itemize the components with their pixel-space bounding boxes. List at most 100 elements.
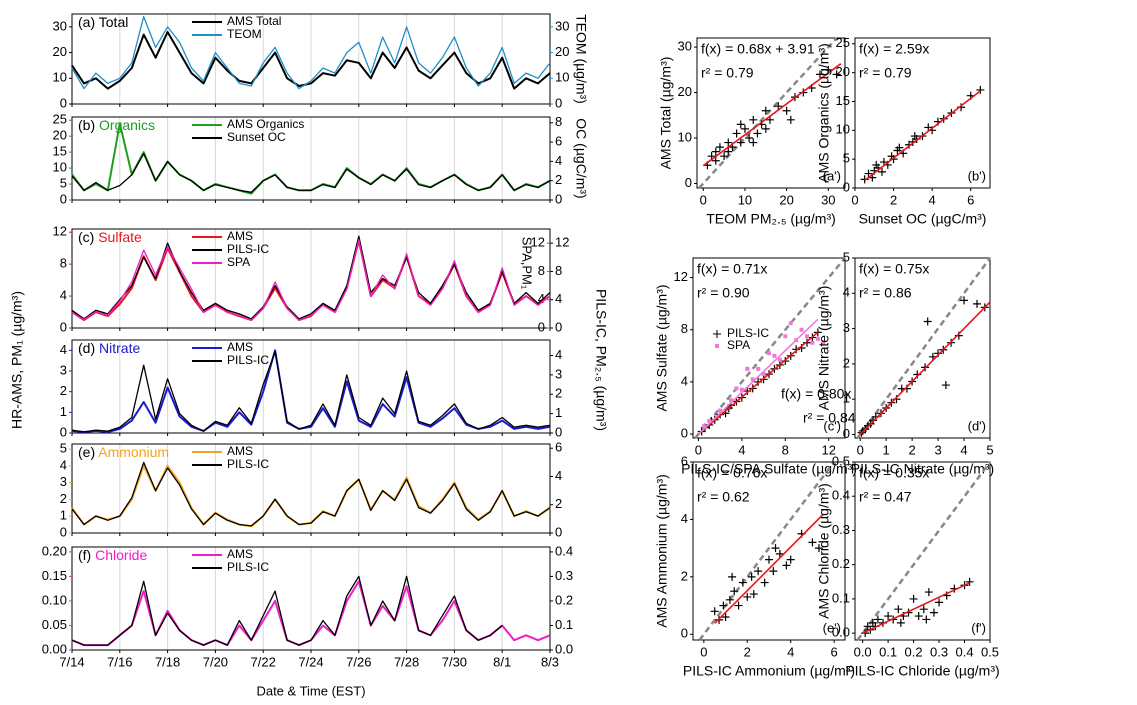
y-tick-label: 12 [674, 269, 688, 284]
scatter-point [896, 618, 905, 627]
panel-letter: (b) [78, 117, 95, 133]
series-line [71, 350, 551, 433]
one-to-one-line [698, 37, 838, 189]
scatter-point [753, 129, 762, 138]
x-tick-label: 0.3 [930, 644, 948, 659]
scatter-point [919, 605, 928, 614]
fit-r2: r² = 0.90 [697, 285, 750, 301]
y-tick-label: 0 [843, 426, 850, 441]
x-tick-label: 10 [738, 192, 752, 207]
x-tick-label: 0.4 [955, 644, 973, 659]
series-line [71, 153, 551, 193]
scatter-point [815, 70, 824, 79]
legend-label: PILS-IC [227, 353, 269, 367]
fit-equation: f(x) = 0.71x [697, 261, 767, 277]
scatter-point [909, 594, 918, 603]
scatter-point [754, 567, 763, 576]
y2-tick-label: 6 [555, 134, 562, 149]
scatter-point [894, 605, 903, 614]
x-tick-label: 8/3 [541, 654, 559, 669]
y2-tick-label: 0 [555, 524, 562, 539]
series-line [71, 15, 551, 90]
y2-tick-label: 2 [555, 386, 562, 401]
x-tick-label: 4 [738, 442, 745, 457]
x-axis-title: PILS-IC Ammonium (µg/m³) [683, 663, 855, 679]
scatter-point [783, 334, 788, 339]
y-tick-label: 0.20 [42, 543, 67, 558]
fit-equation: f(x) = 0.80x [781, 386, 851, 402]
corner-label: (d') [968, 418, 986, 433]
plot-frame [692, 461, 846, 641]
plot-frame [692, 257, 846, 439]
y2-tick-label: 4 [555, 291, 562, 306]
legend-label: PILS-IC [227, 457, 269, 471]
scatter-point [749, 138, 758, 147]
y-tick-label: 4 [843, 285, 850, 300]
scatter-point [761, 106, 770, 115]
y-tick-label: 20 [678, 84, 692, 99]
panel-letter: (a) [78, 14, 95, 30]
x-tick-label: 2 [744, 644, 751, 659]
y-axis-title: AMS Organics (µg/m³) [816, 43, 832, 183]
y-axis-title: AMS Ammonium (µg/m³) [654, 474, 670, 628]
panel-title: Sulfate [98, 229, 142, 245]
scatter-point [761, 372, 766, 377]
x-tick-label: 7/14 [59, 654, 84, 669]
scatter-point [976, 85, 985, 94]
scatter-point [720, 152, 729, 161]
scatter-point [782, 561, 791, 570]
scatter-point [715, 143, 724, 152]
y2-tick-label: 4 [555, 468, 562, 483]
scatter-point [771, 544, 780, 553]
panel-letter: (d) [78, 340, 95, 356]
fit-r2: r² = 0.79 [701, 65, 754, 81]
y-tick-label: 0.2 [832, 556, 850, 571]
scatter-point [729, 398, 733, 403]
panel-letter: (e) [78, 444, 95, 460]
scatter-point [810, 340, 815, 345]
y-tick-label: 3 [60, 362, 67, 377]
y-tick-label: 20 [53, 44, 67, 59]
y-axis-title: AMS Chloride (µg/m³) [816, 483, 832, 619]
x-tick-label: 20 [779, 192, 793, 207]
scatter-point [861, 629, 870, 638]
panel-label: (e) Ammonium [78, 444, 169, 460]
x-tick-label: 0 [700, 192, 707, 207]
y2-tick-label: 3 [555, 366, 562, 381]
y2-tick-label: 0.0 [555, 641, 573, 656]
scatter-point [821, 340, 826, 345]
scatter-point [719, 601, 728, 610]
scatter-point [923, 317, 932, 326]
fit-r2: r² = 0.62 [697, 489, 750, 505]
x-axis-title: PILS-IC/SPA Sulfate (µg/m³) [681, 461, 857, 477]
y2-tick-label: 0.2 [555, 592, 573, 607]
scatter-point [718, 408, 723, 413]
x-tick-label: 4 [929, 192, 936, 207]
panel-label: (d) Nitrate [78, 340, 140, 356]
scatter-point [814, 544, 823, 553]
fit-equation: f(x) = 0.68x + 3.91 [701, 41, 815, 57]
y-tick-label: 3 [843, 320, 850, 335]
x-tick-label: 2 [908, 442, 915, 457]
fit-line [697, 331, 819, 435]
scatter-point [734, 601, 743, 610]
y2-tick-label: 0 [555, 191, 562, 206]
fit-r2: r² = 0.47 [859, 489, 912, 505]
legend-label: PILS-IC [227, 560, 269, 574]
y-tick-label: 1 [843, 391, 850, 406]
series-line [71, 238, 551, 321]
y-tick-label: 8 [60, 256, 67, 271]
scatter-point [711, 156, 720, 165]
y-tick-label: 0.1 [832, 590, 850, 605]
scatter-point [805, 334, 809, 339]
plot-frame [71, 546, 551, 651]
x-tick-label: 0 [857, 442, 864, 457]
fit-line [862, 582, 970, 634]
legend-label: AMS Total [227, 14, 281, 28]
scatter-point [701, 424, 706, 429]
legend-label: AMS [227, 547, 253, 561]
y-tick-label: 0.0 [832, 625, 850, 640]
y-tick-label: 4 [681, 373, 688, 388]
y-tick-label: 0.4 [832, 488, 850, 503]
corner-label: (e') [823, 620, 841, 635]
